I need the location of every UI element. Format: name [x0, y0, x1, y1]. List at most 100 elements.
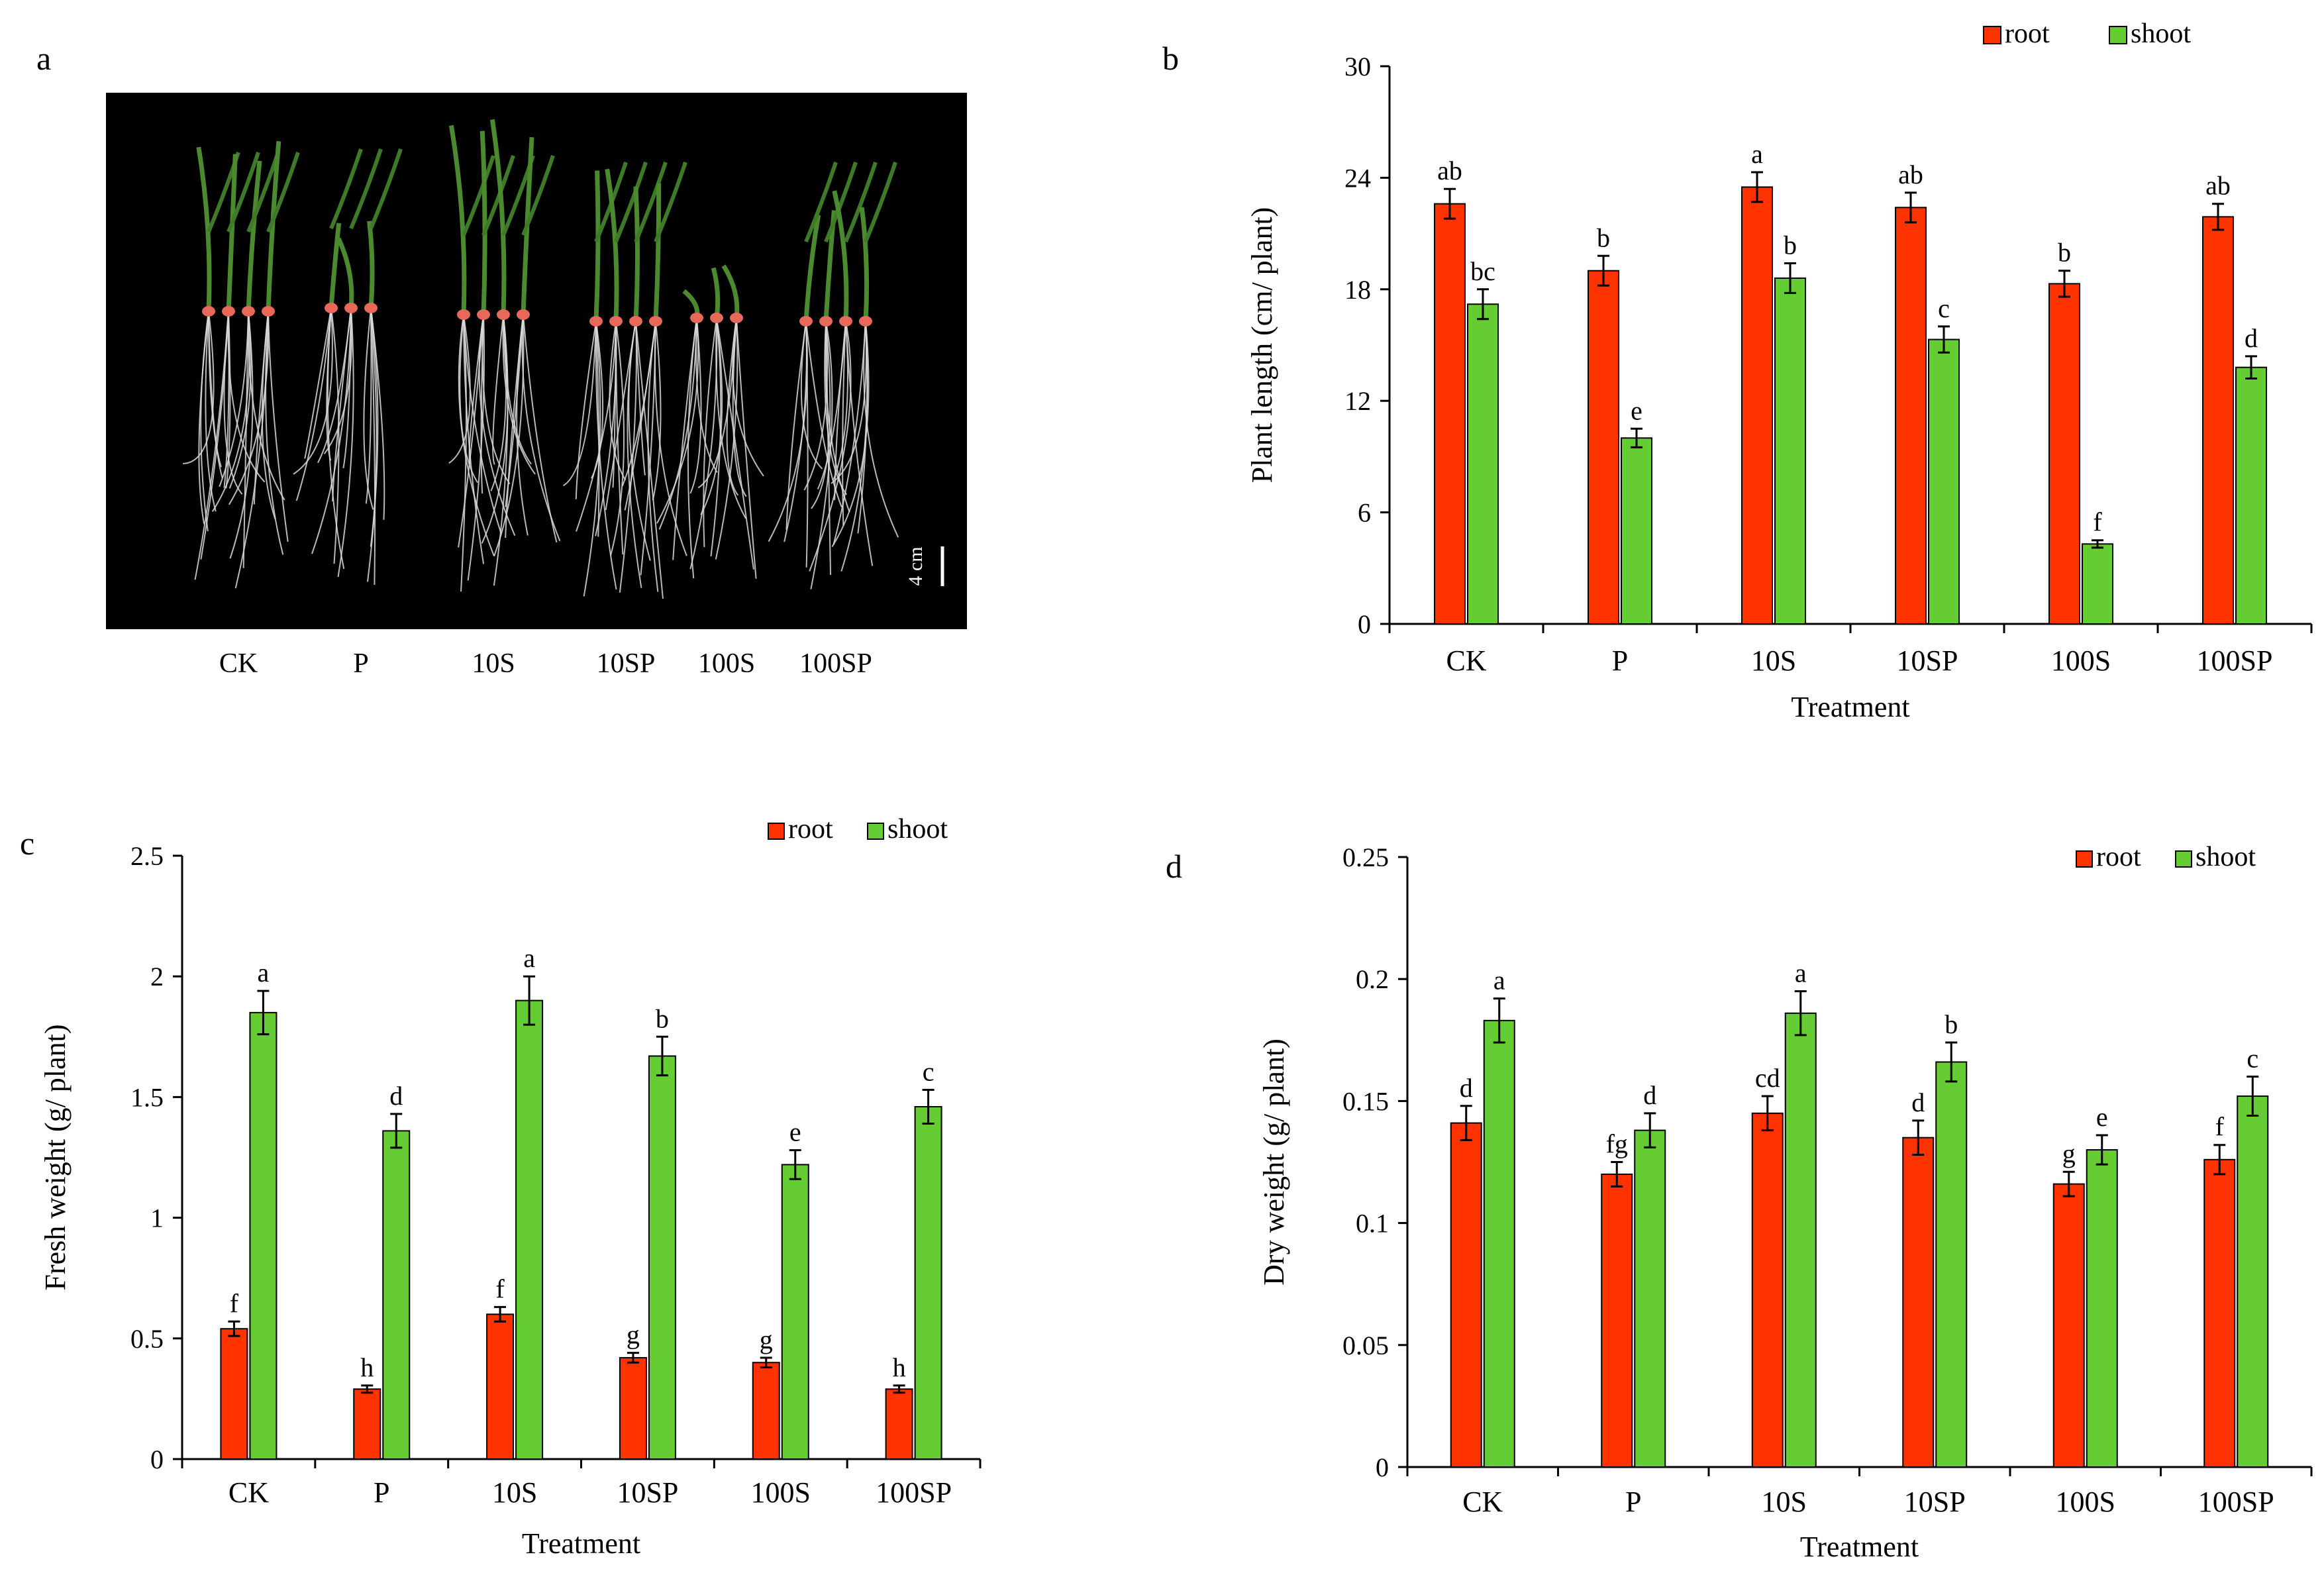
y-tick-label: 0 [150, 1445, 164, 1474]
seedling-group [183, 140, 300, 589]
legend-swatch-root [1983, 26, 2001, 44]
y-tick-label: 0 [1358, 609, 1371, 639]
shoot-stem [653, 183, 662, 322]
photo-label-100s: 100S [698, 648, 755, 679]
bar-root-10s [1751, 1112, 1784, 1468]
bar-root-10sp [1895, 207, 1927, 625]
root-strand [656, 317, 699, 524]
root-strand [229, 311, 254, 559]
significance-letter-shoot-10sp: b [1945, 1009, 1958, 1039]
x-tick-label-ck: CK [228, 1476, 269, 1509]
root-strand [619, 321, 637, 593]
root-strand [337, 307, 354, 578]
y-tick-label: 0.25 [1342, 842, 1389, 872]
leaf [614, 162, 648, 243]
root-strand [463, 314, 485, 564]
significance-letter-root-10s: a [1751, 139, 1763, 169]
root-strand [736, 317, 757, 579]
bar-root-100sp [885, 1388, 913, 1460]
significance-letter-root-10s: f [495, 1274, 505, 1303]
root-strand [863, 321, 899, 538]
x-tick-label-ck: CK [1446, 644, 1486, 677]
y-tick-label: 24 [1344, 163, 1371, 193]
x-tick-label-100sp: 100SP [876, 1476, 952, 1509]
significance-letter-root-10s: cd [1755, 1063, 1780, 1093]
photo-label-ck: CK [219, 648, 258, 679]
x-tick-label-10s: 10S [492, 1476, 537, 1509]
leaf [462, 155, 495, 236]
shoot-stem [367, 221, 375, 309]
legend-swatch-shoot [2109, 26, 2127, 44]
bar-root-ck [1450, 1122, 1482, 1468]
bar-shoot-10sp [1935, 1061, 1968, 1468]
significance-letter-shoot-ck: a [1493, 966, 1505, 995]
panel-a: a 4 cm CK P 10S 10SP 100S 100SP [36, 40, 967, 679]
shoot-stem [593, 170, 601, 322]
root-strand [242, 311, 249, 568]
root-strand [652, 321, 662, 501]
significance-letter-shoot-10s: a [1795, 958, 1807, 988]
significance-letter-shoot-10s: a [523, 943, 535, 973]
root-strand [183, 311, 215, 465]
bar-root-ck [1434, 203, 1466, 625]
x-tick-label-10sp: 10SP [1897, 644, 1958, 677]
bar-root-10sp [1902, 1137, 1935, 1468]
seed [629, 316, 642, 327]
root-strand [817, 321, 846, 489]
root-strand [575, 321, 597, 499]
root-strand [658, 317, 697, 530]
bar-root-100sp [2202, 216, 2234, 625]
root-strand [805, 321, 809, 568]
root-strand [583, 321, 601, 597]
photo-label-10s: 10S [472, 648, 515, 679]
legend-label-shoot: shoot [2131, 19, 2191, 49]
bar-shoot-ck [1483, 1019, 1515, 1468]
seed [497, 309, 510, 320]
root-strand [247, 311, 285, 501]
x-tick-label-100s: 100S [2051, 644, 2111, 677]
seed [799, 316, 813, 327]
y-tick-label: 30 [1344, 52, 1371, 81]
bar-root-p [1588, 270, 1619, 625]
leaf [521, 155, 555, 236]
root-strand [672, 317, 697, 560]
root-strand [311, 307, 352, 554]
significance-letter-shoot-100s: e [789, 1117, 801, 1147]
root-strand [460, 314, 467, 592]
y-tick-label: 0.05 [1342, 1331, 1389, 1360]
leaf [634, 162, 668, 243]
seedling-group [293, 148, 403, 585]
shoot-stem [246, 160, 262, 312]
seedlings-illustration [183, 119, 899, 599]
bar-root-100s [2052, 1183, 2085, 1468]
seed [242, 306, 255, 317]
seed [262, 306, 275, 317]
significance-letter-shoot-p: d [1643, 1080, 1656, 1110]
x-tick-label-100s: 100S [2056, 1486, 2115, 1518]
bar-root-10sp [619, 1356, 647, 1460]
bar-shoot-100sp [2237, 1095, 2269, 1468]
bar-root-100s [2048, 283, 2080, 625]
seed [457, 309, 470, 320]
seed [477, 309, 490, 320]
x-tick-label-10s: 10S [1762, 1486, 1807, 1518]
bar-shoot-100s [2082, 543, 2113, 625]
seedling-group [656, 264, 764, 579]
root-strand [295, 307, 332, 501]
root-strand [654, 321, 687, 556]
significance-letter-root-p: h [360, 1352, 374, 1382]
significance-letter-root-100sp: ab [2205, 171, 2231, 201]
significance-letter-root-ck: d [1460, 1073, 1473, 1103]
shoot-stem [226, 154, 238, 312]
scale-text: 4 cm [905, 546, 927, 585]
root-strand [831, 321, 867, 484]
root-strand [689, 317, 702, 494]
leaf [844, 162, 878, 243]
leaf [349, 148, 383, 230]
significance-letter-root-100s: g [760, 1325, 773, 1354]
leaf [824, 162, 858, 243]
panel-label-c: c [20, 825, 34, 862]
root-strand [825, 321, 832, 575]
